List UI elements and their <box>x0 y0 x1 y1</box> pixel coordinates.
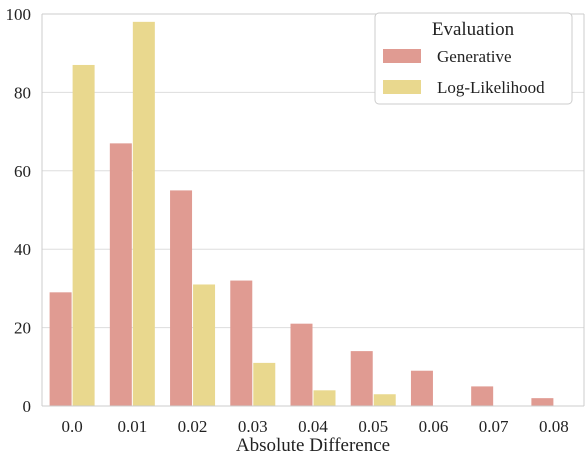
bar-generative-0-06 <box>410 370 433 406</box>
y-tick-label: 20 <box>14 319 31 338</box>
legend-box <box>374 12 573 105</box>
y-tick-label: 40 <box>14 240 31 259</box>
bar-generative-0-03 <box>230 280 253 406</box>
legend-swatch-log-likelihood <box>383 80 421 94</box>
legend-swatch-generative <box>383 49 421 63</box>
bar-generative-0-04 <box>290 323 313 406</box>
x-tick-label: 0.05 <box>358 417 388 436</box>
y-tick-label: 0 <box>23 397 32 416</box>
bar-log-likelihood-0-0 <box>72 64 95 407</box>
bar-generative-0-02 <box>170 190 193 406</box>
bar-generative-0-07 <box>471 386 494 406</box>
bar-generative-0-08 <box>531 398 554 406</box>
x-tick-label: 0.0 <box>61 417 82 436</box>
x-tick-label: 0.08 <box>539 417 569 436</box>
y-tick-label: 60 <box>14 162 31 181</box>
y-tick-label: 80 <box>14 83 31 102</box>
bar-log-likelihood-0-02 <box>193 284 216 406</box>
x-tick-label: 0.02 <box>178 417 208 436</box>
bar-generative-0-0 <box>49 292 72 406</box>
x-tick-labels: 0.0 0.01 0.02 0.03 0.04 0.05 0.06 0.07 0.08 <box>61 417 568 436</box>
legend-label-log-likelihood: Log-Likelihood <box>437 78 545 97</box>
y-tick-label: 100 <box>6 5 32 24</box>
x-tick-label: 0.06 <box>419 417 449 436</box>
legend-label-generative: Generative <box>437 47 512 66</box>
bar-log-likelihood-0-01 <box>132 21 155 407</box>
bar-generative-0-05 <box>350 351 373 406</box>
x-axis-label: Absolute Difference <box>236 435 390 456</box>
legend: Evaluation Generative Log-Likelihood <box>374 12 573 105</box>
bar-generative-0-01 <box>109 143 132 407</box>
x-tick-label: 0.03 <box>238 417 268 436</box>
bar-log-likelihood-0-04 <box>313 390 336 406</box>
x-tick-label: 0.07 <box>479 417 509 436</box>
bars <box>49 21 554 407</box>
bar-log-likelihood-0-05 <box>373 394 396 406</box>
x-tick-label: 0.01 <box>117 417 147 436</box>
bar-log-likelihood-0-03 <box>253 362 276 406</box>
y-tick-labels: 0 20 40 60 80 100 <box>6 5 32 416</box>
x-tick-label: 0.04 <box>298 417 328 436</box>
legend-title: Evaluation <box>432 19 515 40</box>
